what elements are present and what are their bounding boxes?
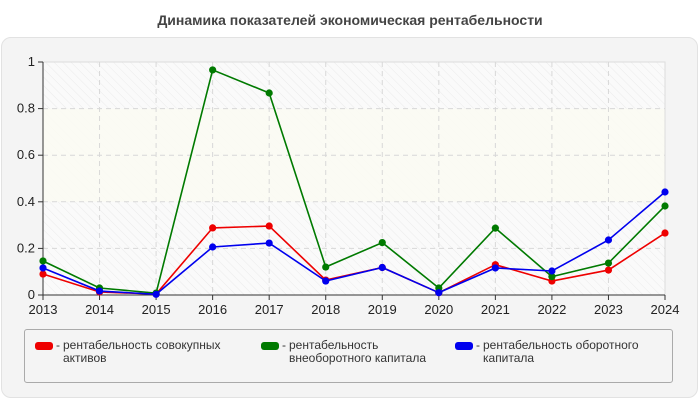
data-point[interactable] — [39, 257, 47, 265]
svg-text:2017: 2017 — [255, 302, 284, 317]
data-point[interactable] — [604, 266, 613, 274]
data-point[interactable] — [491, 224, 499, 232]
svg-text:2018: 2018 — [311, 302, 340, 317]
svg-text:0.8: 0.8 — [17, 101, 35, 116]
legend-item-total-assets[interactable]: - рентабельность совокупных активов — [35, 339, 243, 365]
data-point[interactable] — [265, 239, 273, 247]
data-point[interactable] — [661, 202, 669, 210]
svg-text:2021: 2021 — [481, 302, 510, 317]
data-point[interactable] — [661, 229, 669, 237]
svg-text:0.2: 0.2 — [17, 240, 35, 255]
legend-dash: - — [56, 338, 60, 352]
legend-label: рентабельность внеоборотного капитала — [289, 338, 426, 365]
data-point[interactable] — [378, 263, 386, 272]
data-point[interactable] — [209, 243, 217, 251]
data-point[interactable] — [548, 272, 556, 281]
data-point[interactable] — [265, 222, 273, 230]
data-point[interactable] — [491, 264, 499, 272]
svg-text:2024: 2024 — [651, 302, 680, 317]
data-point[interactable] — [604, 259, 613, 267]
svg-text:2019: 2019 — [368, 302, 397, 317]
data-point[interactable] — [322, 277, 330, 285]
svg-text:1: 1 — [28, 54, 35, 69]
data-point[interactable] — [39, 270, 47, 278]
data-point[interactable] — [322, 263, 330, 271]
plot-area — [42, 61, 666, 296]
svg-text:2014: 2014 — [85, 302, 114, 317]
svg-text:0.6: 0.6 — [17, 147, 35, 162]
data-point[interactable] — [661, 188, 669, 196]
legend: - рентабельность совокупных активов - ре… — [24, 329, 673, 383]
legend-label: рентабельность совокупных активов — [63, 338, 221, 365]
data-point[interactable] — [39, 264, 47, 272]
series-line — [39, 188, 669, 298]
svg-text:2022: 2022 — [537, 302, 566, 317]
svg-text:0.4: 0.4 — [17, 194, 35, 209]
legend-swatch-green — [261, 342, 279, 350]
axes: 0 0.2 0.4 0.6 0.8 1 2013 2014 2015 2016 2017 2018 20… — [17, 54, 680, 317]
line-chart: 0 0.2 0.4 0.6 0.8 1 2013 2014 2015 2016 2017 2018 20… — [17, 54, 680, 317]
data-point[interactable] — [152, 290, 160, 298]
svg-text:0: 0 — [28, 287, 35, 302]
grid-lines — [43, 62, 665, 295]
chart-title: Динамика показателей экономическая рента… — [157, 12, 543, 28]
data-point[interactable] — [95, 287, 104, 295]
legend-dash: - — [476, 338, 480, 352]
data-point[interactable] — [209, 66, 217, 74]
data-point[interactable] — [604, 236, 613, 244]
data-point[interactable] — [435, 289, 443, 297]
legend-dash: - — [282, 338, 286, 352]
legend-label: рентабельность оборотного капитала — [483, 338, 639, 365]
data-point[interactable] — [265, 89, 273, 97]
svg-text:2016: 2016 — [198, 302, 227, 317]
legend-swatch-blue — [455, 342, 473, 350]
svg-text:2013: 2013 — [29, 302, 58, 317]
svg-text:2023: 2023 — [594, 302, 623, 317]
svg-text:2020: 2020 — [424, 302, 453, 317]
legend-item-working-capital[interactable]: - рентабельность оборотного капитала — [455, 339, 673, 365]
legend-swatch-red — [35, 342, 53, 350]
data-point[interactable] — [548, 267, 556, 275]
data-point[interactable] — [209, 224, 217, 232]
legend-item-noncurrent-capital[interactable]: - рентабельность внеоборотного капитала — [261, 339, 439, 365]
data-point[interactable] — [378, 238, 386, 247]
svg-text:2015: 2015 — [142, 302, 171, 317]
series-lines — [39, 66, 669, 298]
